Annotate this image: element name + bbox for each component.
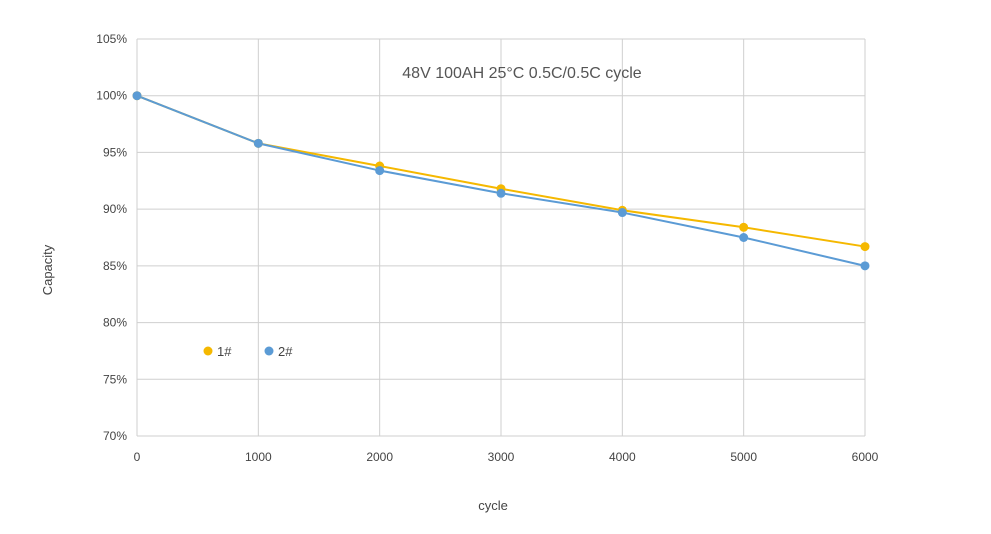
data-point-2 <box>739 233 749 242</box>
y-tick-label: 85% <box>103 259 127 273</box>
data-point-1 <box>739 222 749 232</box>
legend: 1# 2# <box>203 344 293 359</box>
x-tick-label: 6000 <box>852 450 879 464</box>
y-axis-label: Capacity <box>40 244 55 295</box>
x-tick-label: 4000 <box>609 450 636 464</box>
tick-labels: 70% 75% 80% 85% 90% 95% 100% 105% 0 1000 2000 3000 4… <box>96 32 878 464</box>
legend-label-1: 1# <box>217 344 232 359</box>
series-markers <box>132 91 870 271</box>
y-tick-label: 75% <box>103 372 127 386</box>
y-tick-label: 105% <box>96 32 127 46</box>
data-point-2 <box>496 188 506 198</box>
data-point-2 <box>860 261 870 271</box>
legend-marker-2 <box>264 346 274 356</box>
x-tick-label: 5000 <box>730 450 757 464</box>
y-tick-label: 100% <box>96 89 127 103</box>
legend-label-2: 2# <box>278 344 293 359</box>
chart-title: 48V 100AH 25°C 0.5C/0.5C cycle <box>402 65 642 82</box>
y-tick-label: 90% <box>103 202 127 216</box>
x-tick-label: 3000 <box>488 450 515 464</box>
x-tick-label: 2000 <box>366 450 393 464</box>
y-tick-label: 80% <box>103 316 127 330</box>
data-point-1 <box>860 242 870 252</box>
data-point-2 <box>253 138 263 148</box>
grid-lines <box>136 38 866 437</box>
x-axis-label: cycle <box>478 498 508 513</box>
y-tick-label: 70% <box>103 429 127 443</box>
x-tick-label: 1000 <box>245 450 272 464</box>
data-point-2 <box>375 166 385 176</box>
data-point-2 <box>132 91 142 101</box>
x-tick-label: 0 <box>134 450 141 464</box>
data-point-2 <box>617 208 627 218</box>
legend-marker-1 <box>203 346 213 356</box>
y-tick-label: 95% <box>103 145 127 159</box>
